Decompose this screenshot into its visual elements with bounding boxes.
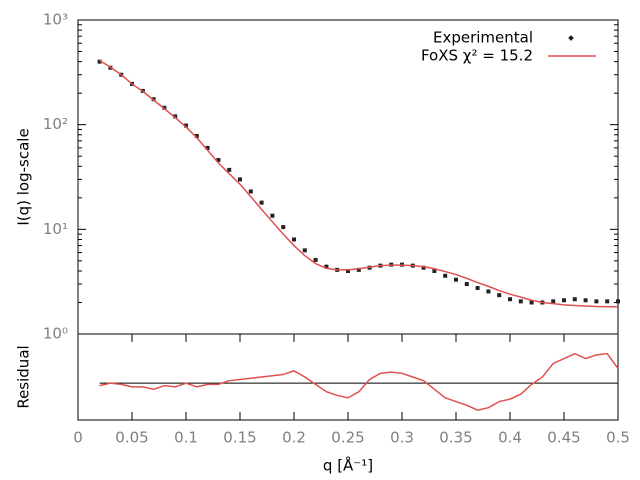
y-tick-label: 10³ bbox=[43, 11, 68, 29]
x-tick-label: 0.5 bbox=[606, 429, 630, 447]
data-point bbox=[497, 293, 502, 298]
plot-frame bbox=[77, 333, 619, 421]
data-point bbox=[594, 299, 599, 304]
data-point bbox=[259, 200, 264, 205]
data-point bbox=[227, 167, 232, 172]
x-tick-label: 0.3 bbox=[390, 429, 414, 447]
data-point bbox=[238, 177, 242, 182]
legend-label: FoXS χ² = 15.2 bbox=[421, 47, 533, 65]
y-axis-label: I(q) log-scale bbox=[15, 128, 33, 225]
y-tick-label: 10¹ bbox=[43, 220, 68, 238]
data-point bbox=[432, 268, 437, 273]
data-point bbox=[216, 157, 221, 162]
data-point bbox=[583, 298, 588, 303]
data-point bbox=[562, 298, 566, 303]
data-point bbox=[324, 264, 329, 269]
data-point bbox=[356, 267, 361, 272]
x-axis-label: q [Å⁻¹] bbox=[323, 456, 373, 475]
data-point bbox=[464, 282, 469, 287]
data-point bbox=[454, 277, 458, 282]
data-point bbox=[572, 297, 577, 302]
x-tick-label: 0.15 bbox=[223, 429, 256, 447]
x-tick-label: 0.05 bbox=[115, 429, 148, 447]
x-tick-label: 0.45 bbox=[547, 429, 580, 447]
data-point bbox=[184, 123, 188, 128]
data-point bbox=[302, 248, 307, 253]
data-point bbox=[173, 114, 178, 119]
data-point bbox=[475, 286, 480, 291]
legend-marker bbox=[568, 35, 574, 41]
data-point bbox=[313, 257, 318, 262]
data-point bbox=[605, 299, 610, 304]
legend-label: Experimental bbox=[433, 29, 533, 47]
data-point bbox=[421, 265, 426, 270]
x-tick-label: 0.25 bbox=[331, 429, 364, 447]
x-tick-label: 0.2 bbox=[282, 429, 306, 447]
data-point bbox=[518, 299, 523, 304]
data-point bbox=[292, 237, 296, 242]
x-tick-label: 0 bbox=[73, 429, 83, 447]
x-tick-label: 0.1 bbox=[174, 429, 198, 447]
y-axis-label: Residual bbox=[15, 345, 33, 408]
data-point bbox=[616, 299, 620, 304]
data-point bbox=[270, 213, 275, 218]
y-tick-label: 10² bbox=[43, 115, 68, 133]
data-point bbox=[346, 268, 350, 273]
data-point bbox=[486, 289, 491, 294]
data-line bbox=[99, 59, 618, 308]
plot-frame bbox=[77, 19, 619, 335]
x-tick-label: 0.4 bbox=[498, 429, 522, 447]
y-tick-label: 10⁰ bbox=[43, 325, 68, 343]
data-point bbox=[248, 189, 253, 194]
x-tick-label: 0.35 bbox=[439, 429, 472, 447]
data-point bbox=[529, 300, 534, 305]
data-point bbox=[443, 273, 448, 278]
data-point bbox=[97, 59, 102, 64]
data-point bbox=[551, 299, 556, 304]
data-point bbox=[508, 297, 512, 302]
data-point bbox=[194, 133, 199, 138]
data-line bbox=[99, 352, 619, 411]
data-point bbox=[205, 145, 210, 150]
data-point bbox=[281, 225, 286, 230]
